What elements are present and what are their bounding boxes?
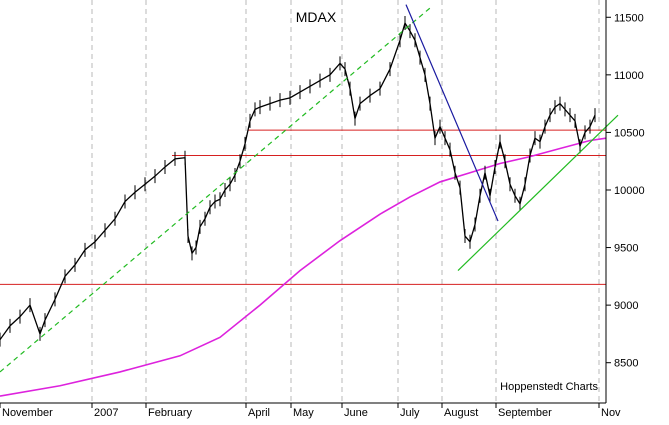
y-tick-label: 10000 [614, 185, 645, 197]
x-tick-label: June [344, 407, 368, 419]
chart-title: MDAX [296, 9, 337, 25]
trendline-uptrend-green [457, 114, 619, 272]
y-tick-label: 9000 [614, 300, 638, 312]
x-tick-label: September [498, 407, 552, 419]
x-tick-label: April [248, 407, 270, 419]
y-tick-label: 11000 [614, 70, 644, 82]
x-tick-label: 2007 [94, 407, 118, 419]
y-tick-label: 9500 [614, 243, 638, 255]
y-tick-label: 11500 [614, 12, 644, 24]
moving-average-line [0, 137, 607, 397]
trendline-downtrend-blue [405, 4, 499, 222]
x-tick-label: May [293, 407, 314, 419]
x-tick-label: July [400, 407, 420, 419]
x-tick-label: November [2, 407, 53, 419]
trendline-uptrend-dashed [0, 7, 431, 373]
chart-credit: Hoppenstedt Charts [500, 381, 598, 393]
y-tick-label: 8500 [614, 358, 638, 370]
x-tick-label: August [444, 407, 478, 419]
x-tick-label: February [148, 407, 193, 419]
x-tick-label: Nov [601, 407, 621, 419]
y-tick-label: 10500 [614, 127, 645, 139]
